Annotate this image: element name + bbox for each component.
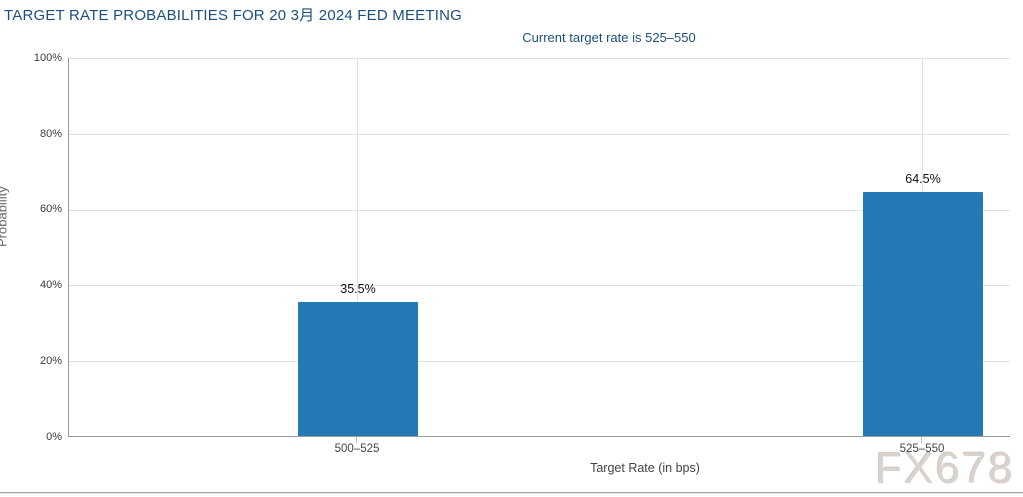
gridline-60 [69, 210, 1010, 211]
x-tick-mark-2 [921, 437, 922, 443]
y-tick-20: 20% [39, 355, 62, 367]
bottom-divider-line [0, 492, 1023, 493]
y-axis-title: Probability [0, 186, 10, 247]
fx678-watermark: FX678 [875, 444, 1015, 493]
bar-525-550[interactable] [863, 192, 983, 436]
bar-value-label: 64.5% [905, 172, 941, 187]
gridline-20 [69, 361, 1010, 362]
gridline-100 [69, 58, 1010, 59]
gridline-category-1 [357, 58, 358, 436]
y-tick-40: 40% [39, 279, 62, 291]
y-tick-60: 60% [39, 203, 62, 215]
y-tick-80: 80% [39, 128, 62, 140]
gridline-80 [69, 134, 1010, 135]
x-tick-mark-1 [356, 437, 357, 443]
bar-value-label: 35.5% [340, 281, 376, 296]
bar-group-525-550: 64.5% [863, 58, 983, 436]
plot-area: 35.5% 64.5% [68, 58, 1010, 437]
x-category-label-500-525: 500–525 [334, 443, 380, 455]
y-tick-100: 100% [33, 52, 62, 64]
x-category-label-525-550: 525–550 [899, 443, 945, 455]
chart-subtitle: Current target rate is 525–550 [522, 30, 696, 45]
bar-group-500-525: 35.5% [298, 58, 418, 436]
gridline-40 [69, 285, 1010, 286]
x-axis-title: Target Rate (in bps) [590, 461, 700, 475]
y-tick-0: 0% [46, 431, 62, 443]
bar-500-525[interactable] [298, 301, 418, 436]
chart-title: TARGET RATE PROBABILITIES FOR 20 3月 2024… [4, 7, 463, 24]
